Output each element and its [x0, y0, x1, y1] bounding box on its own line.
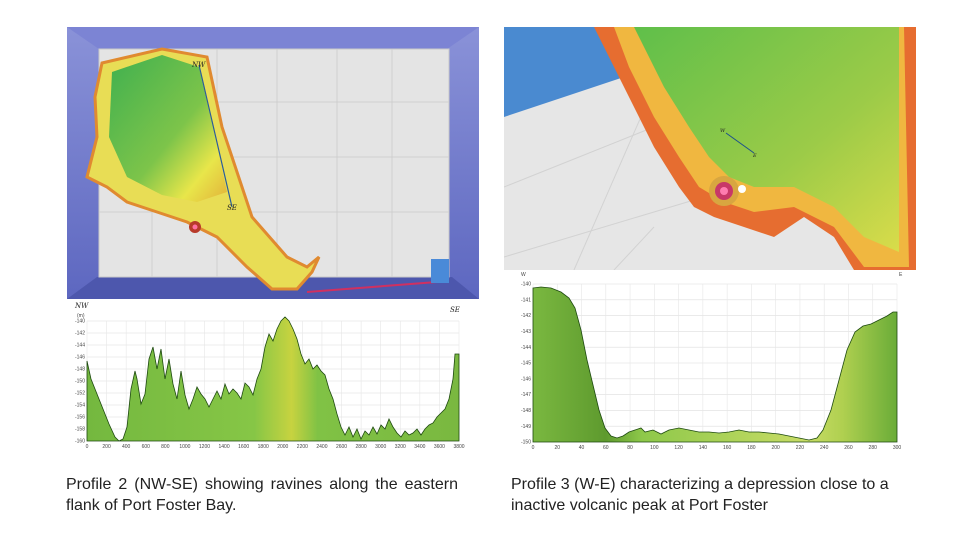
profile-start-label: NW [74, 302, 89, 310]
x-tick-label: 3400 [414, 444, 425, 450]
y-tick-label: -148 [521, 408, 531, 414]
x-tick-label: 120 [674, 445, 683, 451]
y-tick-label: -140 [75, 319, 85, 325]
right-bathymetry-map: W E [504, 27, 916, 270]
map-label-nw: NW [191, 61, 206, 69]
map-label-se: SE [227, 204, 237, 212]
x-tick-label: 1000 [179, 444, 190, 450]
x-tick-label: 3600 [434, 444, 445, 450]
y-tick-label: -156 [75, 415, 85, 421]
y-tick-label: -142 [75, 331, 85, 337]
x-tick-label: 220 [796, 445, 805, 451]
x-tick-label: 300 [893, 445, 902, 451]
profile-line-w-e [725, 132, 755, 154]
x-tick-label: 0 [86, 444, 89, 450]
x-tick-label: 3800 [453, 444, 464, 450]
right-depth-profile: W E -140 -141 -142 -143 -144 -145 -146 -147 -148… [519, 270, 916, 456]
y-tick-label: -140 [521, 282, 531, 288]
left-depth-profile: NW SE (m) -140 -142 -144 -146 -148 -150 -152 -1… [67, 299, 479, 456]
x-tick-label: 1400 [218, 444, 229, 450]
x-tick-label: 260 [844, 445, 853, 451]
caption-profile-3: Profile 3 (W-E) characterizing a depress… [511, 476, 889, 514]
y-tick-label: -149 [521, 424, 531, 430]
x-tick-label: 20 [554, 445, 560, 451]
x-tick-label: 400 [122, 444, 131, 450]
x-tick-label: 3000 [375, 444, 386, 450]
left-bathymetry-map: NW SE [67, 27, 479, 299]
x-tick-label: 1600 [238, 444, 249, 450]
x-tick-label: 3200 [395, 444, 406, 450]
marker-se [431, 259, 449, 283]
profile-end-label: SE [450, 306, 460, 314]
x-tick-label: 1200 [199, 444, 210, 450]
y-tick-label: -146 [521, 376, 531, 382]
profile-start-label: W [521, 272, 526, 278]
x-tick-label: 600 [142, 444, 151, 450]
x-tick-label: 60 [603, 445, 609, 451]
x-tick-label: 40 [579, 445, 585, 451]
y-tick-label: -152 [75, 391, 85, 397]
map-label-w: W [720, 128, 726, 134]
y-tick-label: -144 [75, 343, 85, 349]
profile-area [86, 316, 460, 442]
x-tick-label: 280 [869, 445, 878, 451]
y-tick-label: -154 [75, 403, 85, 409]
x-tick-label: 800 [161, 444, 170, 450]
profile-unit: (m) [77, 313, 85, 319]
y-tick-label: -143 [521, 329, 531, 335]
profile-end-label: E [899, 272, 903, 278]
x-tick-label: 2600 [336, 444, 347, 450]
map-label-e: E [752, 153, 757, 159]
x-tick-label: 2000 [277, 444, 288, 450]
x-tick-label: 100 [650, 445, 659, 451]
x-tick-label: 200 [771, 445, 780, 451]
y-tick-label: -148 [75, 367, 85, 373]
y-tick-label: -142 [521, 313, 531, 319]
x-tick-label: 2200 [297, 444, 308, 450]
y-tick-label: -160 [75, 439, 85, 445]
x-tick-label: 2400 [316, 444, 327, 450]
y-tick-label: -146 [75, 355, 85, 361]
x-tick-label: 240 [820, 445, 829, 451]
y-tick-label: -145 [521, 361, 531, 367]
x-tick-label: 1800 [258, 444, 269, 450]
x-tick-label: 2800 [356, 444, 367, 450]
profile-area [532, 286, 898, 443]
x-tick-label: 80 [627, 445, 633, 451]
y-tick-label: -144 [521, 345, 531, 351]
y-tick-label: -150 [521, 440, 531, 446]
x-tick-label: 180 [747, 445, 756, 451]
profile-line-nw-se [198, 64, 233, 208]
x-tick-label: 160 [723, 445, 732, 451]
y-tick-label: -147 [521, 392, 531, 398]
x-tick-label: 200 [102, 444, 111, 450]
y-tick-label: -158 [75, 427, 85, 433]
x-tick-label: 140 [699, 445, 708, 451]
caption-profile-2: Profile 2 (NW-SE) showing ravines along … [66, 476, 458, 514]
x-tick-label: 0 [532, 445, 535, 451]
y-tick-label: -141 [521, 297, 531, 303]
map-grid [99, 49, 449, 277]
y-tick-label: -150 [75, 379, 85, 385]
